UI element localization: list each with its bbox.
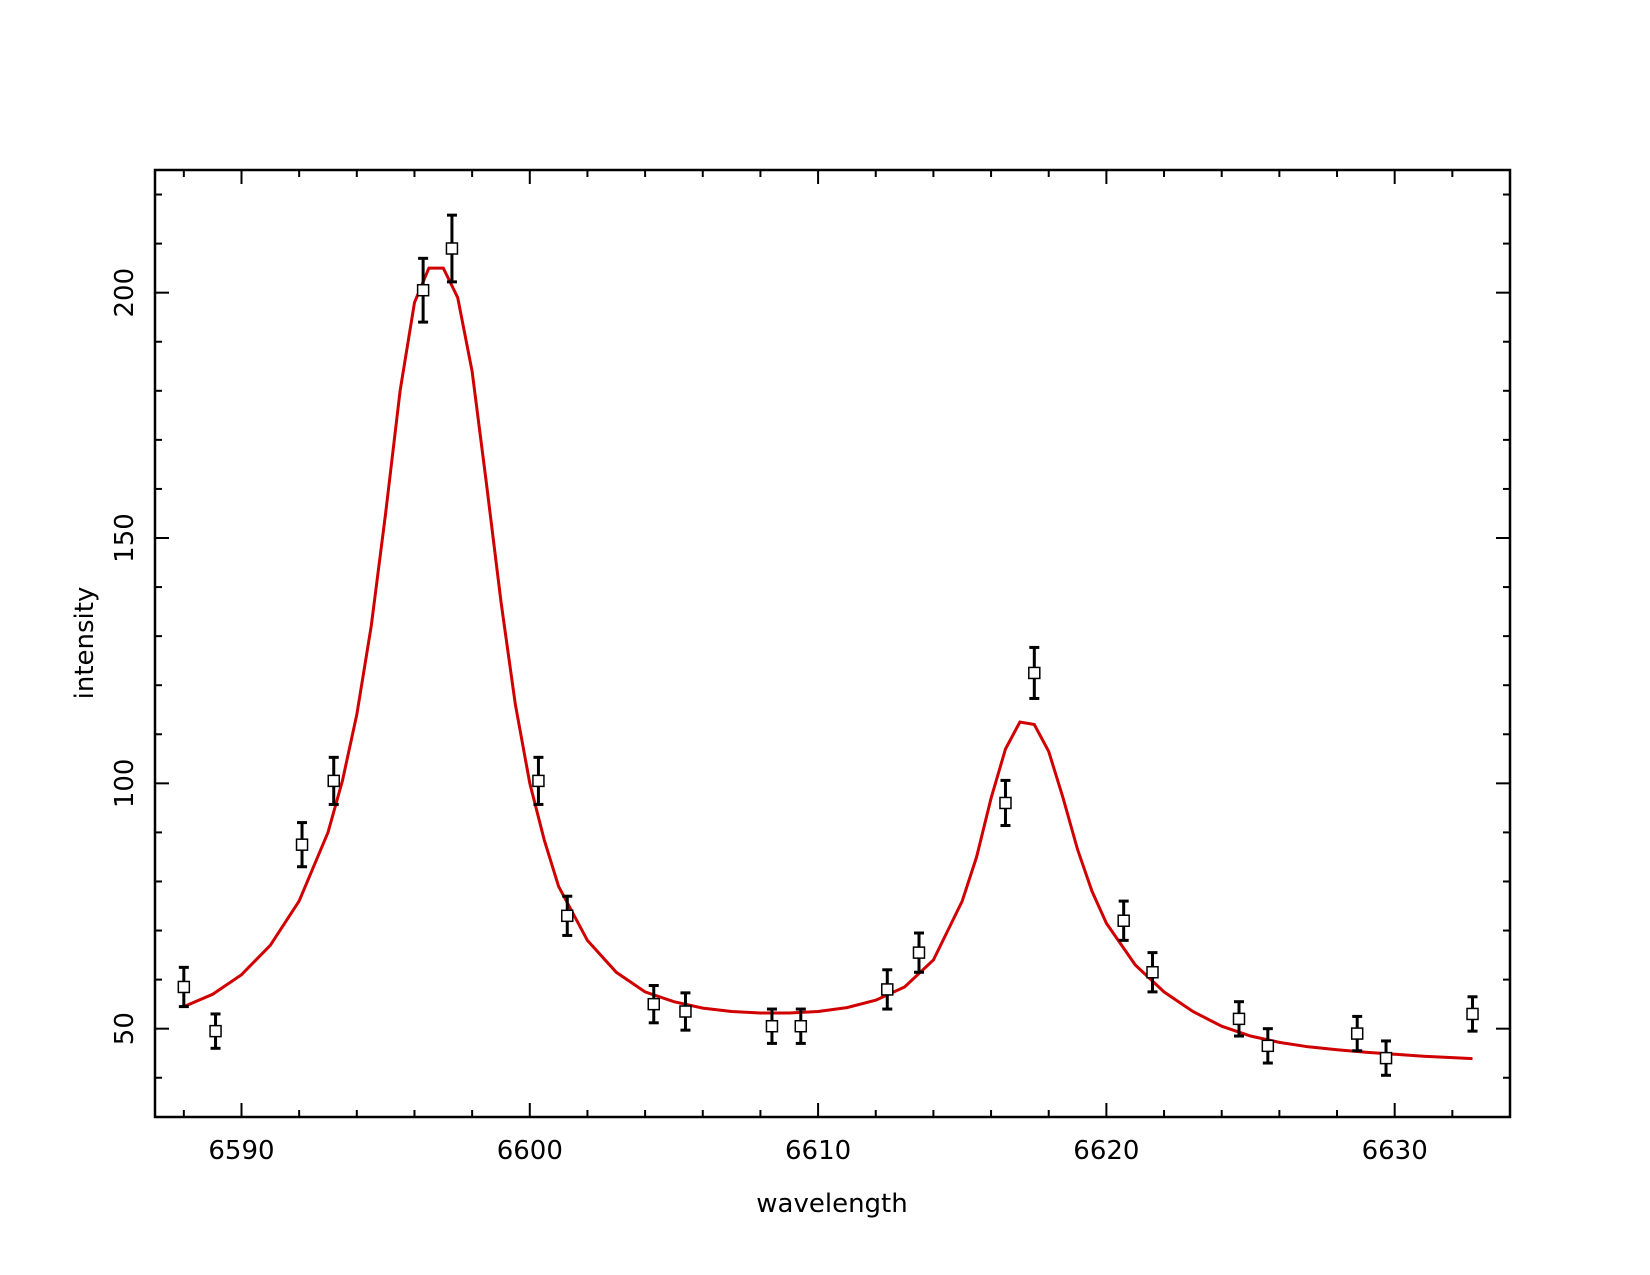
x-tick-label: 6630 <box>1362 1136 1428 1166</box>
data-point <box>416 256 430 324</box>
y-axis-title: intensity <box>70 587 100 700</box>
point-marker <box>1466 1007 1479 1021</box>
point-marker <box>1379 1051 1393 1065</box>
data-point <box>1350 1014 1364 1053</box>
data-point <box>1117 899 1130 942</box>
data-point <box>765 1007 779 1045</box>
point-marker <box>295 838 309 851</box>
fit-curve <box>183 266 1473 1061</box>
y-tick-label: 150 <box>110 513 140 563</box>
data-point <box>679 991 692 1032</box>
point-marker <box>177 980 191 994</box>
point-marker <box>794 1019 808 1033</box>
data-point <box>1146 951 1159 994</box>
point-marker <box>1028 666 1041 680</box>
point-marker <box>999 796 1012 810</box>
plot-frame <box>153 168 1512 1119</box>
x-tick-label: 6610 <box>785 1136 851 1166</box>
axis-tick-labels: 6590 6600 6610 6620 6630 50 100 150 200 <box>110 268 1428 1166</box>
data-point <box>532 755 545 806</box>
y-tick-label: 100 <box>110 759 140 809</box>
data-point <box>912 931 926 974</box>
y-tick-label: 50 <box>110 1012 140 1045</box>
x-axis-title: wavelength <box>756 1189 907 1219</box>
point-marker <box>881 983 894 996</box>
data-point <box>999 778 1012 828</box>
data-point <box>561 894 574 937</box>
data-point <box>445 213 459 284</box>
data-point <box>1232 1000 1246 1038</box>
point-marker <box>1232 1012 1246 1026</box>
point-marker <box>912 946 926 959</box>
point-marker <box>1117 914 1130 927</box>
point-marker <box>445 242 459 255</box>
y-tick-label: 200 <box>110 268 140 318</box>
data-point <box>209 1012 222 1050</box>
data-point <box>1379 1039 1393 1077</box>
data-point <box>881 968 894 1011</box>
data-points <box>177 213 1479 1077</box>
x-tick-label: 6620 <box>1073 1136 1139 1166</box>
x-tick-label: 6600 <box>497 1136 563 1166</box>
data-point <box>1466 995 1479 1033</box>
data-point <box>647 983 661 1025</box>
point-marker <box>327 774 340 788</box>
point-marker <box>532 774 545 788</box>
point-marker <box>1350 1027 1364 1040</box>
point-marker <box>647 997 661 1011</box>
data-point <box>1261 1027 1275 1065</box>
point-marker <box>765 1019 779 1033</box>
data-point <box>177 965 191 1009</box>
point-marker <box>1146 966 1159 979</box>
x-tick-label: 6590 <box>208 1136 274 1166</box>
data-point <box>1028 645 1041 700</box>
data-point <box>327 755 340 806</box>
point-marker <box>416 283 430 297</box>
point-marker <box>679 1005 692 1018</box>
point-marker <box>209 1024 222 1038</box>
data-point <box>794 1007 808 1045</box>
point-marker <box>1261 1039 1275 1053</box>
point-marker <box>561 909 574 923</box>
axis-ticks <box>155 170 1511 1117</box>
data-point <box>295 821 309 869</box>
